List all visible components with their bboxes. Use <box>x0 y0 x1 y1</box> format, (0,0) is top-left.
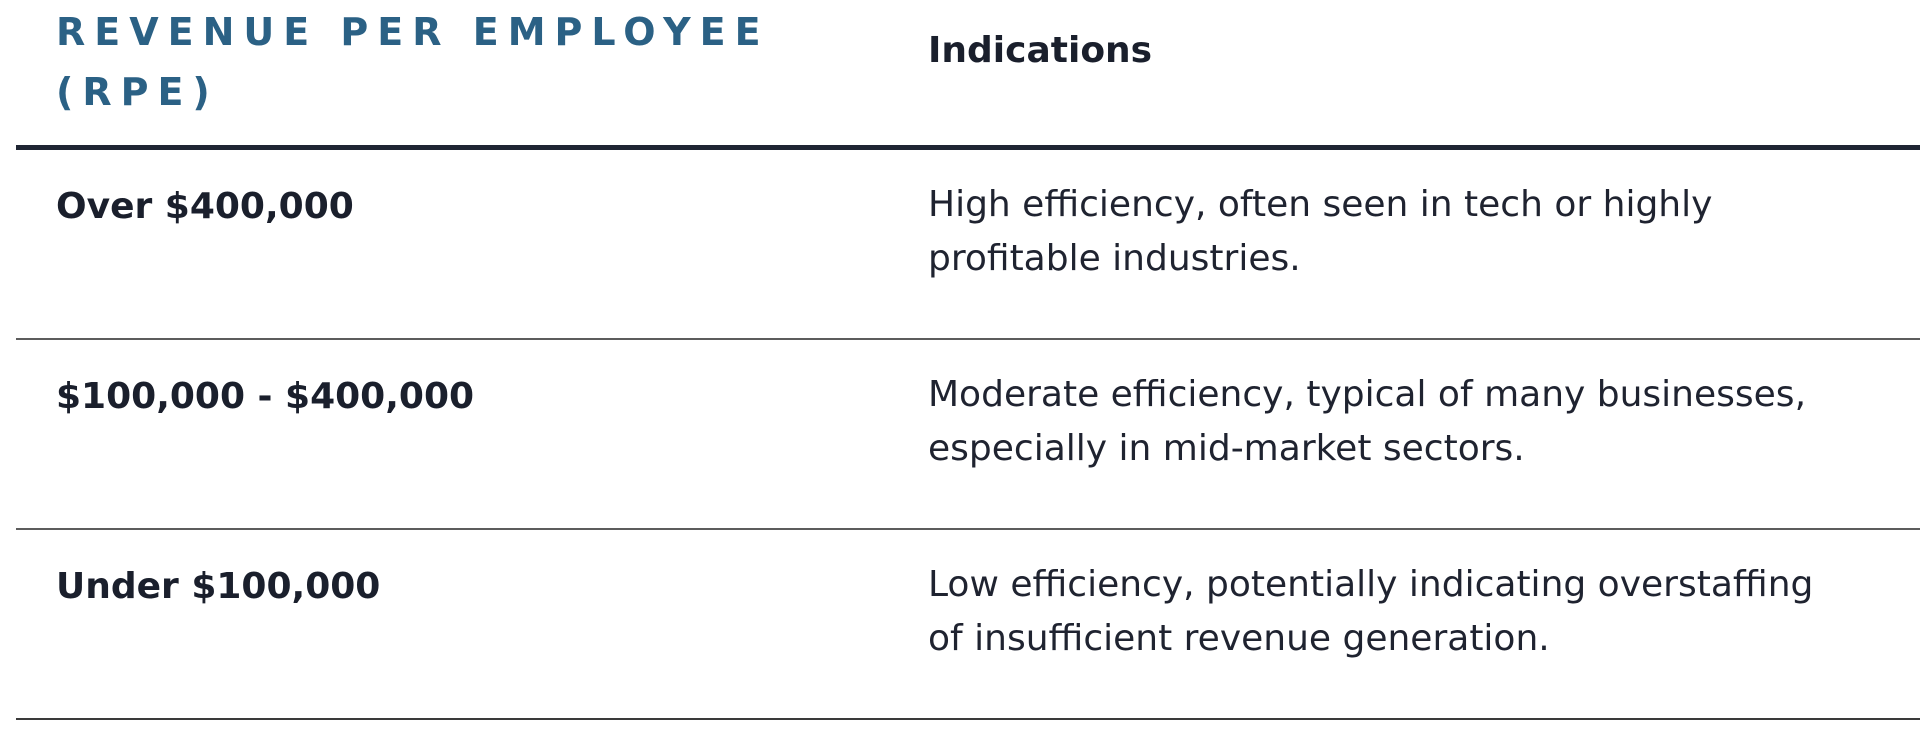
table-row: Over $400,000 High efficiency, often see… <box>16 150 1920 340</box>
indication-cell: Low efficiency, potentially indicating o… <box>928 564 1814 659</box>
column-header-rpe: REVENUE PER EMPLOYEE (RPE) <box>56 10 770 114</box>
column-header-indications: Indications <box>928 30 1153 71</box>
table-header-row: REVENUE PER EMPLOYEE (RPE) Indications <box>16 0 1920 150</box>
table-row: Under $100,000 Low efficiency, potential… <box>16 530 1920 720</box>
indication-cell: Moderate efficiency, typical of many bus… <box>928 374 1807 469</box>
rpe-range-cell: Over $400,000 <box>56 186 354 227</box>
indication-cell: High efficiency, often seen in tech or h… <box>928 184 1713 279</box>
table-row: $100,000 - $400,000 Moderate efficiency,… <box>16 340 1920 530</box>
rpe-range-cell: $100,000 - $400,000 <box>56 376 475 417</box>
rpe-range-cell: Under $100,000 <box>56 566 381 607</box>
rpe-table: REVENUE PER EMPLOYEE (RPE) Indications O… <box>16 0 1920 733</box>
